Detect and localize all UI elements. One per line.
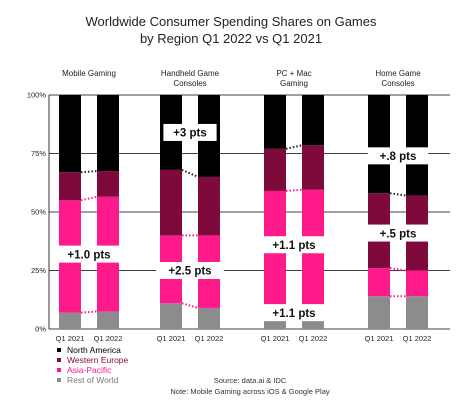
plot-area: 0% 25% 50% 75% 100% Mobile Gaming Handheld Gam… xyxy=(27,69,450,343)
x-tick-label: Q1 2022 xyxy=(195,334,224,343)
bar-north-america-home-game-consoles-q1-2022 xyxy=(406,95,428,196)
annotation-label: +1.1 pts xyxy=(272,240,315,252)
connector-pc-mac-gaming-2 xyxy=(285,144,303,150)
x-tick-label: Q1 2022 xyxy=(403,334,432,343)
y-tick-label: 100% xyxy=(27,91,47,100)
chart-title-line-2: by Region Q1 2022 vs Q1 2021 xyxy=(140,31,322,46)
bar-north-america-pc-mac-gaming-q1-2021 xyxy=(264,95,286,149)
annotation-label: +2.5 pts xyxy=(168,266,211,278)
bar-rest-of-world-pc-mac-gaming-q1-2021 xyxy=(264,319,286,329)
x-tick-label: Q1 2021 xyxy=(157,334,186,343)
annotation-box xyxy=(55,245,123,263)
connector-handheld-game-consoles-0 xyxy=(181,302,199,309)
bar-rest-of-world-handheld-game-consoles-q1-2021 xyxy=(160,303,182,329)
bar-western-europe-pc-mac-gaming-q1-2022 xyxy=(302,145,324,190)
bar-rest-of-world-mobile-gaming-q1-2021 xyxy=(59,312,81,329)
annotation-box xyxy=(367,224,429,242)
bar-north-america-mobile-gaming-q1-2021 xyxy=(59,95,81,173)
group-label: Consoles xyxy=(381,79,414,88)
annotation-label: +1.0 pts xyxy=(67,249,110,261)
legend-swatch-asia-pacific xyxy=(57,368,61,372)
source-line-2: Note: Mobile Gaming across iOS & Google … xyxy=(170,387,329,396)
connector-mobile-gaming-2 xyxy=(80,170,98,174)
annotation-box xyxy=(260,236,328,254)
y-tick-label: 0% xyxy=(35,325,46,334)
legend-label-western-europe: Western Europe xyxy=(67,355,129,365)
source-line-1: Source: data.ai & IDC xyxy=(214,376,287,385)
connector-handheld-game-consoles-2 xyxy=(181,168,199,178)
bar-rest-of-world-handheld-game-consoles-q1-2022 xyxy=(198,307,220,329)
bar-north-america-mobile-gaming-q1-2022 xyxy=(97,95,119,172)
x-tick-label: Q1 2022 xyxy=(299,334,328,343)
x-tick-label: Q1 2021 xyxy=(261,334,290,343)
bar-north-america-home-game-consoles-q1-2021 xyxy=(368,95,390,194)
x-tick-label: Q1 2022 xyxy=(94,334,123,343)
bar-rest-of-world-home-game-consoles-q1-2022 xyxy=(406,296,428,329)
legend-swatch-rest-of-world xyxy=(57,378,61,382)
x-tick-label: Q1 2021 xyxy=(56,334,85,343)
bar-north-america-pc-mac-gaming-q1-2022 xyxy=(302,95,324,146)
bar-asia-pacific-pc-mac-gaming-q1-2022 xyxy=(302,189,324,319)
bar-rest-of-world-home-game-consoles-q1-2021 xyxy=(368,296,390,329)
annotation-box xyxy=(163,123,217,141)
legend-label-north-america: North America xyxy=(67,345,121,355)
legend-swatch-western-europe xyxy=(57,358,61,362)
bar-western-europe-pc-mac-gaming-q1-2021 xyxy=(264,148,286,191)
bar-western-europe-handheld-game-consoles-q1-2021 xyxy=(160,169,182,236)
bar-rest-of-world-mobile-gaming-q1-2022 xyxy=(97,311,119,329)
connector-mobile-gaming-0 xyxy=(80,310,98,314)
connector-pc-mac-gaming-1 xyxy=(285,188,303,192)
y-tick-label: 25% xyxy=(31,266,46,275)
bar-western-europe-mobile-gaming-q1-2021 xyxy=(59,172,81,201)
group-label: Handheld Game xyxy=(161,69,220,78)
connector-home-game-consoles-2 xyxy=(389,192,407,197)
annotation-label: +3 pts xyxy=(173,128,207,140)
bar-asia-pacific-pc-mac-gaming-q1-2021 xyxy=(264,190,286,320)
legend-swatch-north-america xyxy=(57,348,61,352)
annotation-label: +1.1 pts xyxy=(272,308,315,320)
y-tick-label: 50% xyxy=(31,208,46,217)
group-label: Gaming xyxy=(280,79,308,88)
group-label: Consoles xyxy=(173,79,206,88)
bar-western-europe-handheld-game-consoles-q1-2022 xyxy=(198,176,220,236)
legend-label-asia-pacific: Asia-Pacific xyxy=(67,365,112,375)
legend-label-rest-of-world: Rest of World xyxy=(67,375,119,385)
annotation-box xyxy=(260,304,328,322)
annotation-box xyxy=(367,147,429,165)
bar-rest-of-world-pc-mac-gaming-q1-2022 xyxy=(302,318,324,329)
connector-mobile-gaming-1 xyxy=(80,195,98,202)
x-tick-label: Q1 2021 xyxy=(365,334,394,343)
bar-asia-pacific-home-game-consoles-q1-2021 xyxy=(368,268,390,297)
chart-title-line-1: Worldwide Consumer Spending Shares on Ga… xyxy=(86,14,377,29)
connector-home-game-consoles-1 xyxy=(389,267,407,272)
bar-asia-pacific-home-game-consoles-q1-2022 xyxy=(406,270,428,297)
annotation-label: +.8 pts xyxy=(380,151,417,163)
group-label: Mobile Gaming xyxy=(62,69,116,78)
bar-western-europe-mobile-gaming-q1-2022 xyxy=(97,171,119,197)
annotation-box xyxy=(156,262,224,279)
group-label: Home Game xyxy=(375,69,421,78)
y-tick-label: 75% xyxy=(31,149,46,158)
group-label: PC + Mac xyxy=(276,69,311,78)
annotation-label: +.5 pts xyxy=(380,228,417,240)
